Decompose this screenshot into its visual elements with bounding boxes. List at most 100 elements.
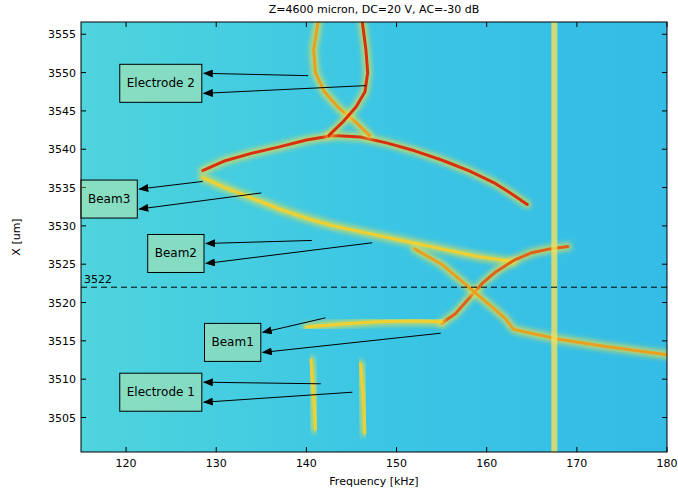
y-tick	[662, 379, 667, 380]
y-tick-label: 3550	[48, 67, 76, 80]
x-tick-label: 150	[386, 457, 407, 470]
x-tick	[126, 22, 127, 27]
ridge	[314, 22, 370, 135]
x-axis-title: Frequency [kHz]	[329, 475, 418, 488]
y-tick	[81, 264, 86, 265]
annotation-arrow	[139, 181, 202, 189]
y-tick	[662, 149, 667, 150]
ridge	[415, 249, 667, 355]
ridge	[329, 22, 368, 135]
ridge-glow	[547, 22, 561, 452]
y-tick-label: 3505	[48, 412, 76, 425]
x-tick	[396, 22, 397, 27]
annotation: Beam1	[205, 318, 441, 362]
plot-area	[203, 22, 667, 452]
annotation-text: Beam2	[155, 246, 197, 260]
y-tick	[662, 110, 667, 111]
ridge-glow	[314, 22, 370, 135]
ridge-glow	[203, 178, 514, 262]
x-tick	[667, 447, 668, 452]
y-tick-label: 3545	[48, 105, 76, 118]
y-tick	[662, 34, 667, 35]
annotation-box	[120, 64, 202, 102]
annotation-box	[81, 180, 137, 218]
annotation-arrow	[206, 243, 372, 264]
y-tick	[662, 264, 667, 265]
annotation-arrow	[206, 240, 312, 243]
annotation-arrow	[204, 86, 366, 94]
annotation: Electrode 2	[120, 64, 366, 102]
y-tick	[81, 149, 86, 150]
ridge-glow	[361, 364, 366, 433]
annotation-text: Electrode 2	[127, 76, 195, 90]
annotation: Electrode 1	[120, 373, 353, 411]
annotation-text: Beam1	[212, 335, 254, 349]
annotation-arrow	[204, 392, 353, 402]
plot-frame	[81, 22, 667, 452]
annotation-arrow	[204, 382, 321, 384]
x-tick	[486, 447, 487, 452]
y-tick-label: 3530	[48, 220, 76, 233]
y-tick	[81, 302, 86, 303]
y-tick	[81, 34, 86, 35]
x-tick	[576, 22, 577, 27]
y-tick	[662, 187, 667, 188]
ridge	[551, 22, 557, 452]
y-tick	[81, 72, 86, 73]
y-tick	[81, 225, 86, 226]
x-tick	[216, 22, 217, 27]
y-tick	[81, 340, 86, 341]
annotation-box	[148, 234, 204, 272]
y-tick	[662, 225, 667, 226]
annotation-arrow	[204, 73, 308, 75]
x-tick-label: 130	[206, 457, 227, 470]
y-tick-label: 3555	[48, 28, 76, 41]
x-tick-label: 170	[566, 457, 587, 470]
annotation-arrow	[263, 333, 441, 352]
chart: 3522 120 130 140 150 160 170 180 3505 3510 3515 352…	[0, 0, 678, 504]
reference-label: 3522	[84, 273, 112, 286]
annotation-box	[120, 373, 202, 411]
title: Z=4600 micron, DC=20 V, AC=-30 dB	[269, 3, 480, 16]
annotation: Beam2	[148, 234, 372, 272]
ridge	[203, 178, 514, 262]
plot-background	[81, 22, 667, 452]
x-tick-label: 180	[657, 457, 678, 470]
ridge	[306, 321, 441, 327]
x-tick	[216, 447, 217, 452]
y-tick	[81, 379, 86, 380]
y-tick-label: 3520	[48, 297, 76, 310]
y-tick	[81, 417, 86, 418]
annotation-text: Beam3	[88, 192, 130, 206]
y-tick	[81, 110, 86, 111]
y-tick	[662, 72, 667, 73]
annotation-arrow	[139, 193, 261, 209]
y-tick-label: 3535	[48, 182, 76, 195]
x-tick	[306, 22, 307, 27]
reference-line	[81, 287, 667, 288]
ridge-glow	[306, 321, 441, 327]
y-tick-label: 3525	[48, 258, 76, 271]
x-tick	[667, 22, 668, 27]
x-tick	[126, 447, 127, 452]
annotation-text: Electrode 1	[127, 385, 195, 399]
ridge-glow	[329, 22, 368, 135]
x-tick	[306, 447, 307, 452]
annotation-box	[205, 323, 261, 361]
y-axis-title: X [um]	[10, 218, 23, 255]
x-tick	[396, 447, 397, 452]
y-tick-label: 3510	[48, 373, 76, 386]
ridge-glow	[415, 249, 667, 355]
annotation-arrow	[263, 318, 326, 333]
ridge	[361, 364, 366, 433]
x-tick-label: 120	[116, 457, 137, 470]
annotation: Beam3	[81, 180, 261, 218]
x-tick-label: 160	[476, 457, 497, 470]
y-tick	[662, 340, 667, 341]
y-tick-label: 3515	[48, 335, 76, 348]
x-tick	[486, 22, 487, 27]
x-tick	[576, 447, 577, 452]
y-tick-label: 3540	[48, 143, 76, 156]
x-tick-label: 140	[296, 457, 317, 470]
y-tick	[662, 302, 667, 303]
